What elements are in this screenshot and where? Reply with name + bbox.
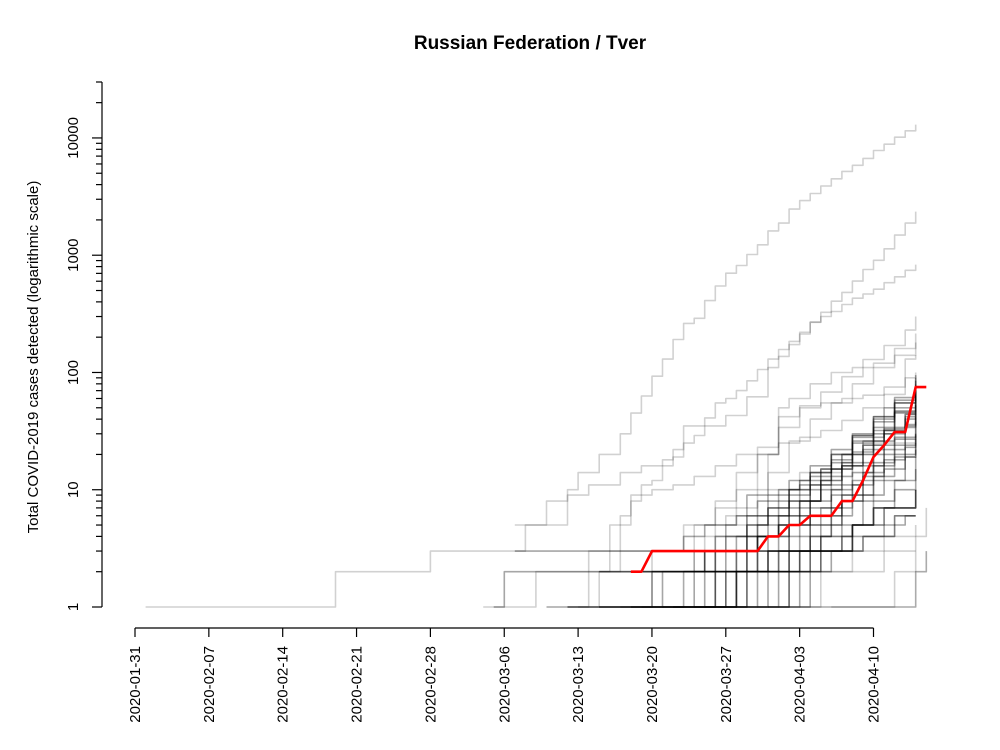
- chart-title: Russian Federation / Tver: [414, 33, 647, 54]
- background-series-group: [145, 124, 928, 608]
- y-tick-label: 100: [65, 360, 82, 385]
- background-series-line: [620, 389, 917, 608]
- x-tick-label: 2020-02-14: [275, 646, 292, 723]
- y-axis-label: Total COVID-2019 cases detected (logarit…: [25, 181, 42, 534]
- x-tick-label: 2020-03-27: [718, 646, 735, 723]
- background-series-line: [704, 550, 916, 573]
- background-series-line: [831, 551, 928, 608]
- x-tick-label: 2020-02-28: [422, 646, 439, 723]
- x-tick-label: 2020-04-03: [792, 646, 809, 723]
- background-series-line: [630, 316, 917, 608]
- x-tick-label: 2020-02-07: [201, 646, 218, 723]
- background-series-line: [662, 333, 917, 608]
- y-tick-label: 1: [65, 603, 82, 611]
- y-tick-label: 1000: [65, 239, 82, 272]
- x-tick-label: 2020-03-06: [496, 646, 513, 723]
- background-series-line: [694, 355, 917, 573]
- x-tick-label: 2020-01-31: [127, 646, 144, 723]
- highlight-series-group: [630, 385, 927, 573]
- background-series-line: [715, 384, 917, 608]
- background-series-line: [736, 525, 917, 608]
- background-series-line: [599, 489, 917, 608]
- background-series-line: [483, 433, 917, 608]
- background-series-line: [514, 211, 917, 526]
- x-tick-label: 2020-03-20: [644, 646, 661, 723]
- x-tick-label: 2020-02-21: [349, 646, 366, 723]
- background-series-line: [630, 404, 917, 608]
- x-axis: 2020-01-31 2020-02-07 2020-02-14 2020-02-21…: [127, 627, 883, 723]
- background-series-line: [778, 551, 928, 608]
- x-tick-label: 2020-03-13: [570, 646, 587, 723]
- background-series-line: [704, 439, 917, 608]
- x-tick-label: 2020-04-10: [866, 646, 883, 723]
- background-series-line: [145, 124, 917, 608]
- y-axis: 1 10 100 1000 10000: [65, 81, 103, 611]
- background-series-line: [799, 507, 928, 608]
- background-series-line: [736, 417, 917, 608]
- background-series-line: [673, 413, 917, 608]
- highlight-series-line: [630, 385, 927, 573]
- background-series-line: [567, 372, 917, 608]
- y-tick-label: 10000: [65, 117, 82, 159]
- y-tick-label: 10: [65, 481, 82, 498]
- background-series-line: [578, 264, 917, 608]
